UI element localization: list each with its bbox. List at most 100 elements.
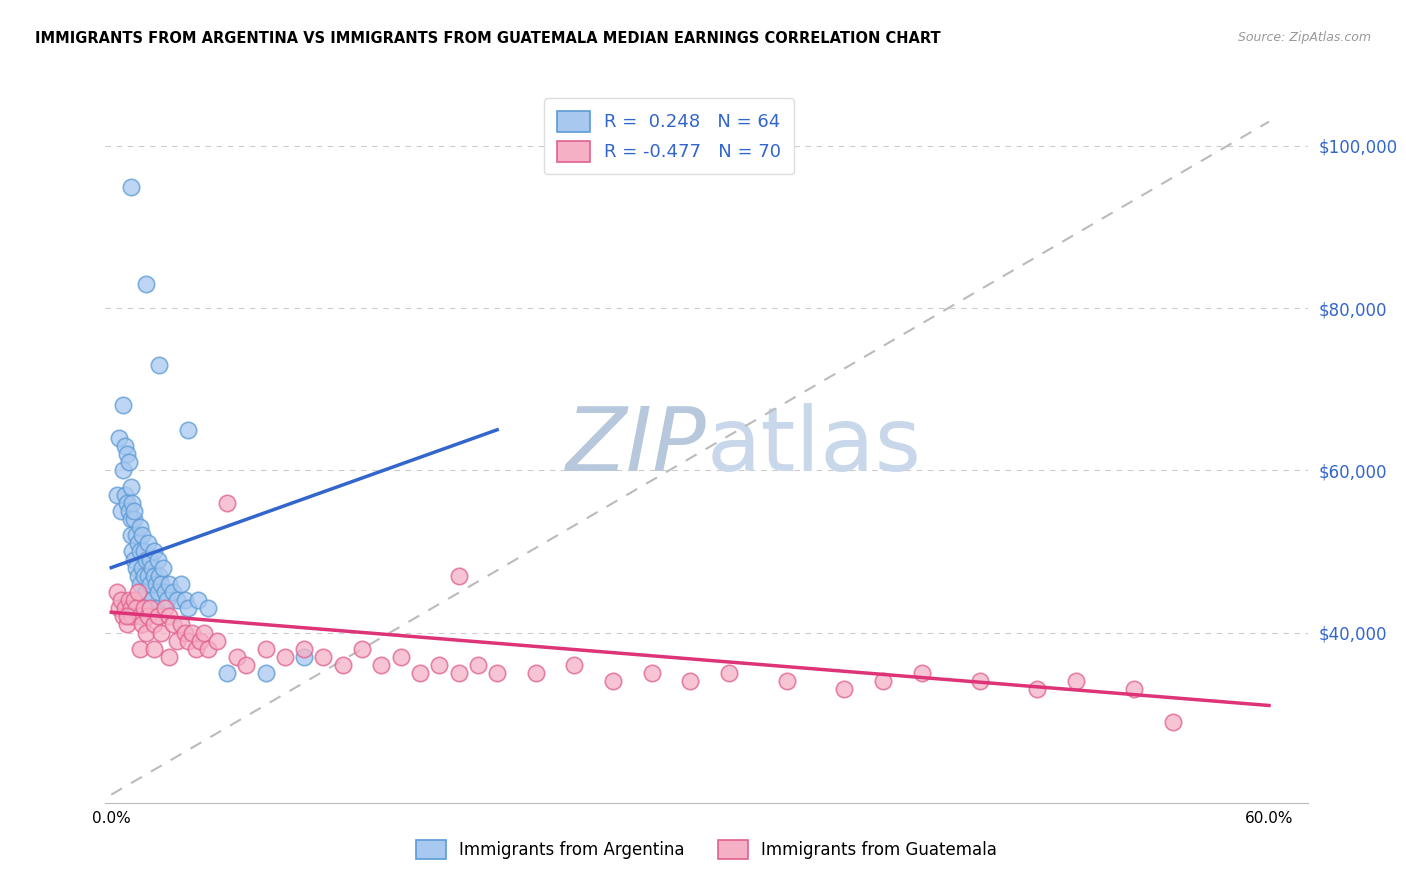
- Point: [162, 617, 184, 632]
- Point: [124, 552, 146, 566]
- Point: [114, 601, 136, 615]
- Point: [1064, 674, 1087, 689]
- Point: [117, 504, 139, 518]
- Point: [127, 536, 149, 550]
- Point: [152, 560, 174, 574]
- Point: [129, 609, 152, 624]
- Point: [141, 593, 163, 607]
- Point: [111, 399, 134, 413]
- Point: [135, 625, 157, 640]
- Point: [235, 657, 257, 672]
- Point: [139, 601, 162, 615]
- Point: [125, 528, 148, 542]
- Point: [157, 609, 180, 624]
- Point: [150, 577, 173, 591]
- Point: [274, 649, 297, 664]
- Point: [197, 641, 219, 656]
- Point: [155, 585, 177, 599]
- Point: [136, 609, 159, 624]
- Point: [389, 649, 412, 664]
- Point: [115, 496, 138, 510]
- Point: [105, 585, 128, 599]
- Point: [139, 577, 162, 591]
- Point: [162, 585, 184, 599]
- Point: [467, 657, 489, 672]
- Point: [157, 649, 180, 664]
- Point: [170, 617, 193, 632]
- Point: [188, 633, 211, 648]
- Point: [127, 585, 149, 599]
- Point: [142, 568, 165, 582]
- Point: [136, 568, 159, 582]
- Point: [1161, 714, 1184, 729]
- Point: [124, 512, 146, 526]
- Point: [215, 496, 238, 510]
- Point: [132, 601, 155, 615]
- Point: [120, 512, 142, 526]
- Point: [292, 649, 315, 664]
- Point: [124, 593, 146, 607]
- Point: [129, 544, 152, 558]
- Point: [254, 641, 277, 656]
- Point: [114, 488, 136, 502]
- Point: [1026, 682, 1049, 697]
- Point: [129, 641, 152, 656]
- Point: [135, 585, 157, 599]
- Point: [114, 439, 136, 453]
- Point: [129, 577, 152, 591]
- Point: [132, 568, 155, 582]
- Text: ZIP: ZIP: [565, 403, 707, 489]
- Point: [105, 488, 128, 502]
- Point: [156, 593, 179, 607]
- Point: [177, 633, 200, 648]
- Text: atlas: atlas: [707, 402, 922, 490]
- Point: [129, 520, 152, 534]
- Point: [146, 585, 169, 599]
- Point: [640, 666, 662, 681]
- Point: [120, 601, 142, 615]
- Point: [187, 593, 209, 607]
- Point: [207, 633, 229, 648]
- Text: Source: ZipAtlas.com: Source: ZipAtlas.com: [1237, 31, 1371, 45]
- Point: [115, 609, 138, 624]
- Point: [136, 536, 159, 550]
- Point: [120, 479, 142, 493]
- Point: [332, 657, 354, 672]
- Point: [131, 617, 153, 632]
- Point: [352, 641, 374, 656]
- Point: [135, 277, 157, 291]
- Point: [111, 609, 134, 624]
- Point: [142, 544, 165, 558]
- Point: [135, 552, 157, 566]
- Point: [148, 358, 170, 372]
- Point: [120, 528, 142, 542]
- Point: [177, 601, 200, 615]
- Point: [166, 593, 188, 607]
- Point: [157, 577, 180, 591]
- Point: [142, 641, 165, 656]
- Point: [121, 609, 143, 624]
- Point: [117, 455, 139, 469]
- Point: [132, 544, 155, 558]
- Point: [120, 179, 142, 194]
- Point: [447, 666, 470, 681]
- Point: [292, 641, 315, 656]
- Point: [486, 666, 509, 681]
- Point: [370, 657, 392, 672]
- Point: [125, 560, 148, 574]
- Point: [173, 625, 195, 640]
- Point: [775, 674, 797, 689]
- Point: [181, 625, 204, 640]
- Point: [524, 666, 547, 681]
- Point: [124, 504, 146, 518]
- Point: [170, 577, 193, 591]
- Point: [110, 504, 132, 518]
- Point: [121, 544, 143, 558]
- Point: [142, 617, 165, 632]
- Text: IMMIGRANTS FROM ARGENTINA VS IMMIGRANTS FROM GUATEMALA MEDIAN EARNINGS CORRELATI: IMMIGRANTS FROM ARGENTINA VS IMMIGRANTS …: [35, 31, 941, 46]
- Point: [108, 431, 131, 445]
- Point: [679, 674, 702, 689]
- Point: [215, 666, 238, 681]
- Point: [1122, 682, 1144, 697]
- Point: [127, 568, 149, 582]
